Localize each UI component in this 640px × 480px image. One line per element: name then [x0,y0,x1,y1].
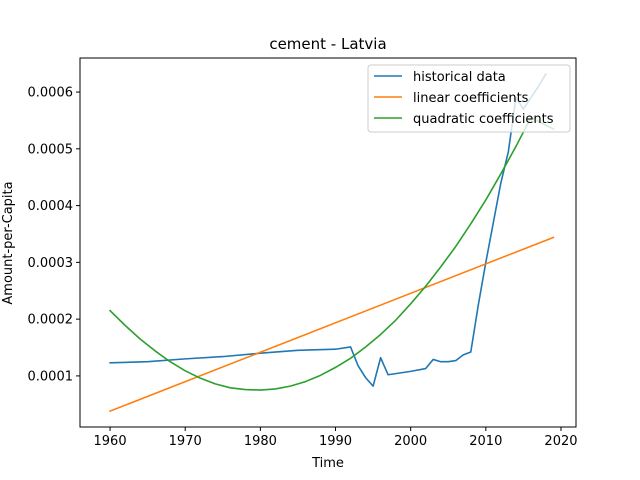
series-line-1 [109,236,555,413]
x-tick-label-3: 1990 [319,434,352,449]
legend-box [367,64,571,133]
y-tick-label-0: 0.0001 [28,369,74,384]
x-axis-label: Time [311,456,344,471]
x-tick-label-5: 2010 [469,434,502,449]
y-tick-label-4: 0.0005 [28,142,74,157]
y-tick-label-5: 0.0006 [28,86,74,101]
y-axis-label: Amount-per-Capita [1,181,16,304]
axes-layer: 1960 1970 1980 1990 2000 2010 2020 0.0001 0.0002… [28,57,578,449]
x-tick-label-6: 2020 [544,434,577,449]
series-line-0 [109,72,548,387]
y-tick-label-1: 0.0002 [28,313,74,328]
series-layer [108,72,555,413]
legend-label-2: quadratic coefficients [413,112,554,127]
axes-frame [79,57,577,428]
legend-label-1: linear coefficients [413,91,529,106]
series-line-2 [108,116,555,391]
x-tick-label-1: 1970 [169,434,202,449]
chart-title: cement - Latvia [269,35,386,53]
x-tick-label-4: 2000 [394,434,427,449]
y-tick-label-3: 0.0004 [28,199,74,214]
x-tick-label-2: 1980 [244,434,277,449]
legend-label-0: historical data [413,70,506,85]
x-tick-label-0: 1960 [94,434,127,449]
legend: historical data linear coefficients quadra… [367,64,571,133]
y-tick-label-2: 0.0003 [28,256,74,271]
